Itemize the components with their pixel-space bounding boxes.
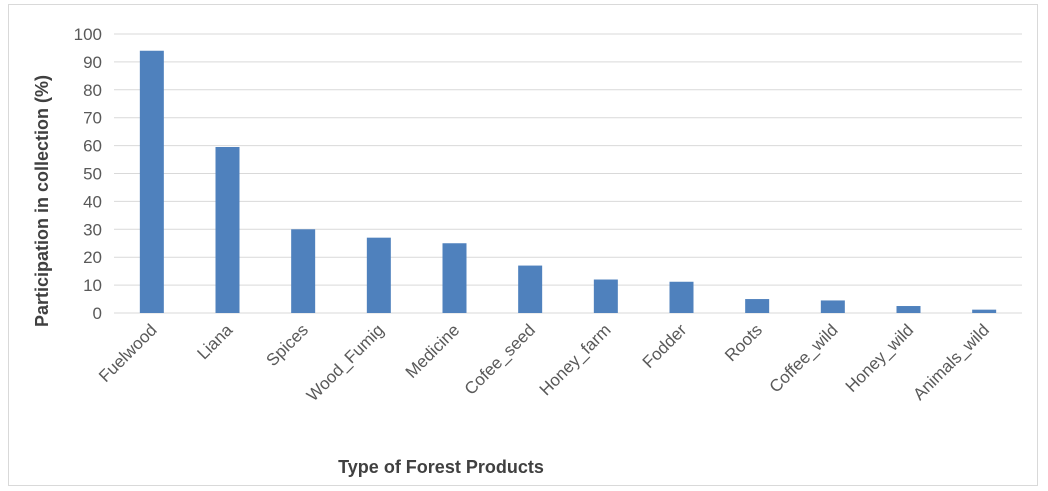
bar-cofee-seed [518,265,543,313]
y-tick-labels: 0 10 20 30 40 50 60 70 80 90 100 [74,25,102,323]
y-tick-label: 30 [83,220,102,239]
bar-honey-farm [593,279,618,313]
x-axis-title: Type of Forest Products [338,457,544,477]
y-tick-label: 90 [83,53,102,72]
chart-frame [8,4,1038,486]
x-tick-label: Honey_farm [536,320,615,399]
bar-animals-wild [972,309,997,313]
gridlines [114,33,1022,314]
y-tick-label: 80 [83,81,102,100]
bars [139,50,997,314]
y-tick-label: 60 [83,137,102,156]
x-tick-label: Animals_wild [909,320,993,404]
bar-spices [291,229,316,313]
y-tick-label: 100 [74,25,102,44]
bar-medicine [442,243,467,313]
y-axis-title: Participation in collection (%) [32,75,52,327]
x-tick-label: Liana [193,320,236,363]
y-tick-label: 0 [93,304,102,323]
x-tick-label: Spices [262,320,312,370]
y-tick-label: 70 [83,109,102,128]
x-tick-label: Medicine [402,320,464,382]
y-tick-label: 20 [83,248,102,267]
x-tick-label: Fodder [639,320,691,372]
x-tick-label: Cofee_seed [461,320,539,398]
bar-fodder [669,281,694,313]
bar-roots [745,299,770,313]
bar-coffee-wild [820,300,845,313]
bar-fuelwood [139,50,164,314]
x-tick-label: Fuelwood [95,320,161,386]
y-tick-label: 10 [83,276,102,295]
x-tick-label: Honey_wild [842,320,918,396]
bar-liana [215,146,240,313]
bar-honey-wild [896,306,921,313]
x-tick-label: Coffee_wild [766,320,842,396]
y-tick-label: 50 [83,165,102,184]
x-tick-label: Roots [721,320,766,365]
x-tick-label: Wood_Fumig [303,320,388,405]
bar-wood-fumig [366,237,391,313]
y-tick-label: 40 [83,192,102,211]
